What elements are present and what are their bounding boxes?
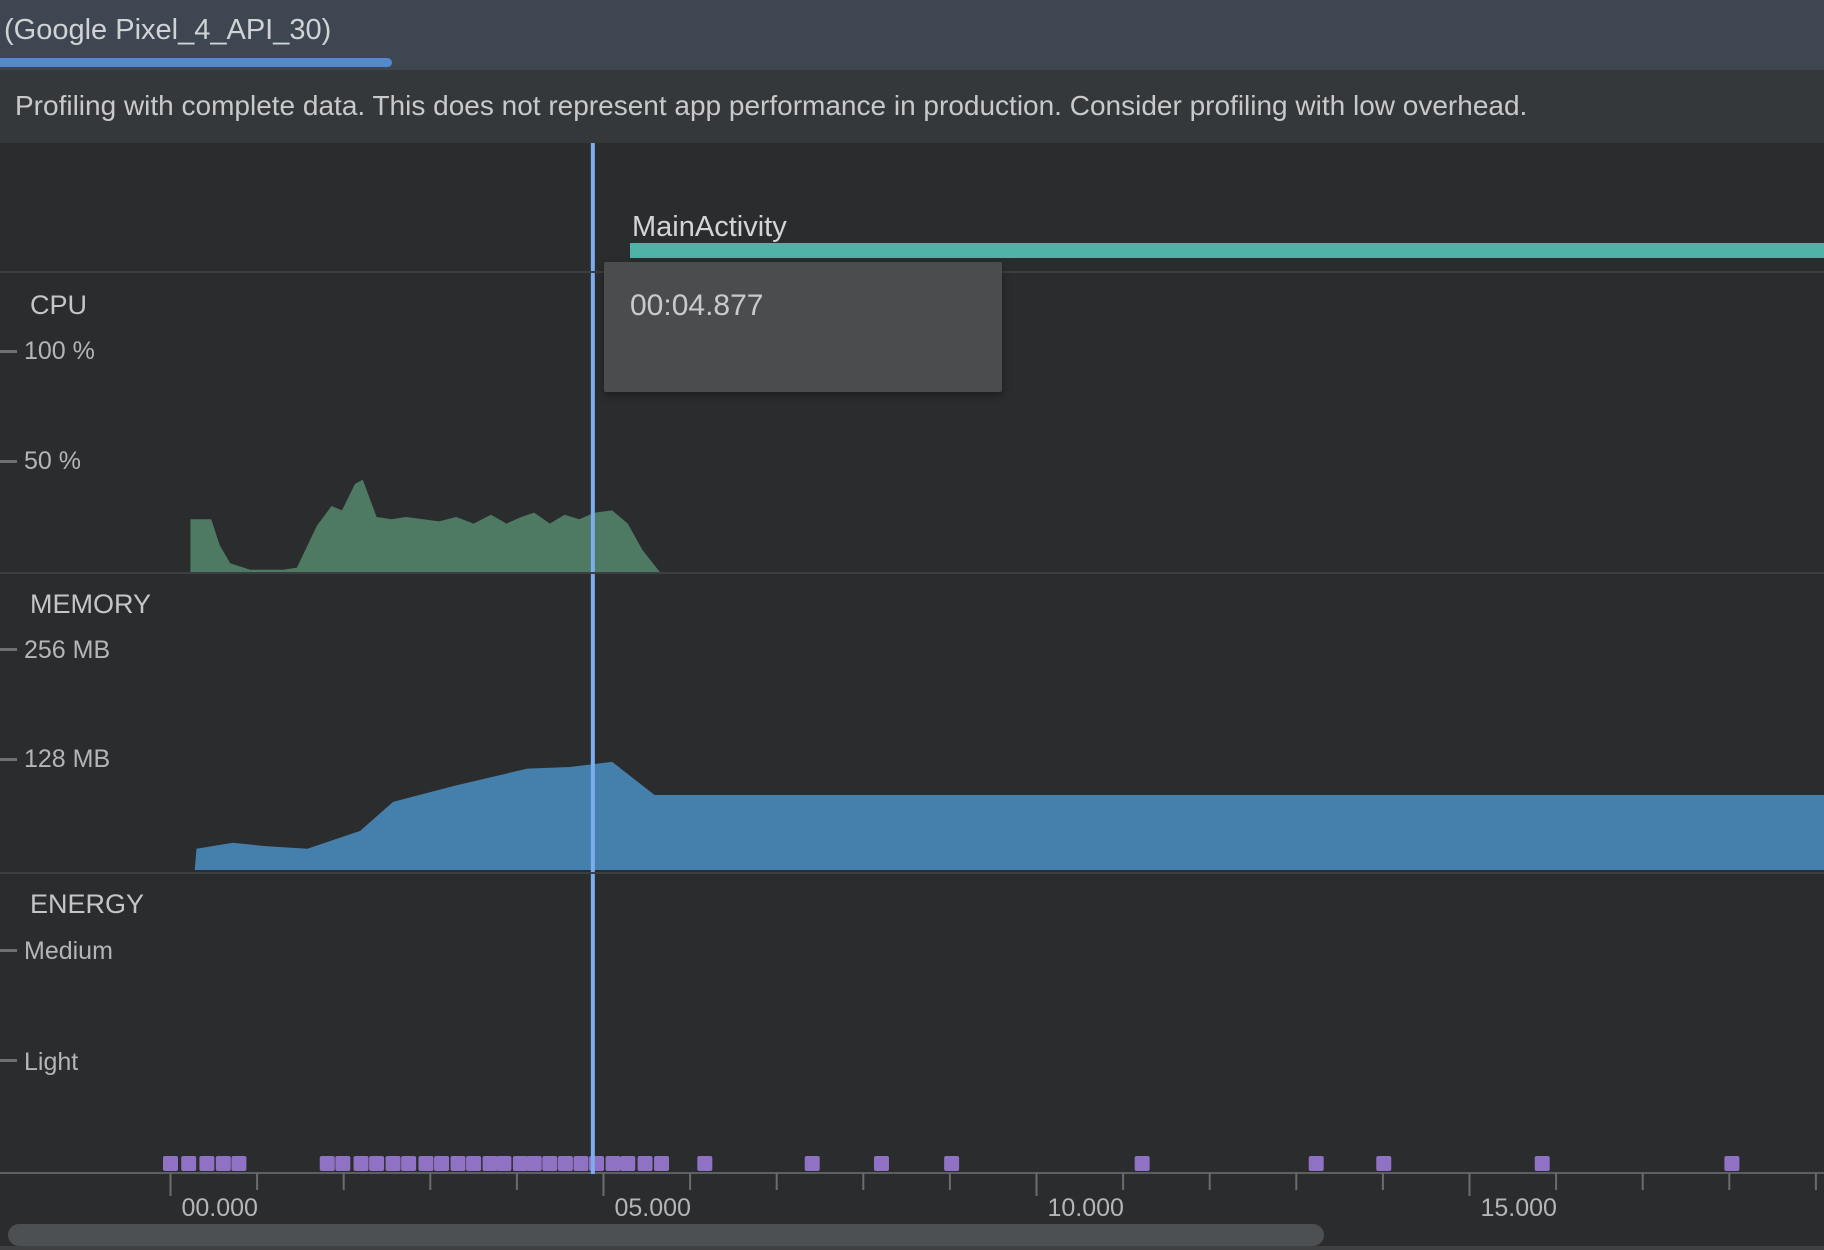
time-axis-label: 00.000 [182, 1194, 258, 1222]
memory-axis-256: 256 MB [24, 636, 111, 664]
tooltip-timestamp: 00:04.877 [630, 289, 764, 322]
axis-tick-dash [0, 758, 17, 761]
activity-name-label: MainActivity [632, 211, 787, 243]
event-marker[interactable] [199, 1156, 215, 1171]
event-marker[interactable] [557, 1156, 573, 1171]
event-marker[interactable] [1534, 1156, 1550, 1171]
event-marker[interactable] [605, 1156, 621, 1171]
tab-bar: (Google Pixel_4_API_30) [0, 0, 1824, 70]
event-marker[interactable] [637, 1156, 653, 1171]
profiling-warning-banner: Profiling with complete data. This does … [0, 70, 1824, 143]
memory-axis-128: 128 MB [24, 745, 111, 773]
time-axis-label: 10.000 [1048, 1194, 1124, 1222]
event-marker[interactable] [496, 1156, 512, 1171]
event-marker[interactable] [319, 1156, 335, 1171]
energy-axis-light: Light [24, 1048, 79, 1076]
event-marker[interactable] [215, 1156, 231, 1171]
event-marker[interactable] [1308, 1156, 1324, 1171]
axis-tick-dash [0, 949, 17, 952]
event-marker[interactable] [335, 1156, 351, 1171]
playhead-line[interactable] [590, 143, 595, 1174]
tab-label: (Google Pixel_4_API_30) [4, 14, 332, 46]
event-marker[interactable] [181, 1156, 197, 1171]
event-marker[interactable] [385, 1156, 401, 1171]
event-marker[interactable] [944, 1156, 960, 1171]
profiler-timeline[interactable]: 00.000 05.000 10.000 15.000 CPU 100 % 50 % … [0, 143, 1824, 1250]
cpu-section-title: CPU [30, 290, 88, 320]
event-marker[interactable] [697, 1156, 713, 1171]
timeline-canvas[interactable]: 00.000 05.000 10.000 15.000 [0, 143, 1824, 1250]
event-marker[interactable] [466, 1156, 482, 1171]
cpu-axis-50: 50 % [24, 447, 81, 475]
horizontal-scrollbar-thumb[interactable] [8, 1224, 1324, 1246]
event-marker[interactable] [512, 1156, 528, 1171]
event-marker[interactable] [526, 1156, 542, 1171]
event-marker[interactable] [434, 1156, 450, 1171]
event-marker[interactable] [1134, 1156, 1150, 1171]
event-marker[interactable] [873, 1156, 889, 1171]
time-axis-line [0, 1172, 1824, 1174]
tab-active-underline [0, 58, 392, 67]
activity-lifecycle-bar[interactable] [630, 243, 1824, 258]
section-divider [0, 872, 1824, 874]
event-marker[interactable] [542, 1156, 558, 1171]
event-marker[interactable] [654, 1156, 670, 1171]
event-marker[interactable] [418, 1156, 434, 1171]
event-marker[interactable] [163, 1156, 178, 1171]
timeline-tooltip: 00:04.877 [604, 262, 1002, 392]
time-axis-label: 15.000 [1481, 1194, 1557, 1222]
memory-section-title: MEMORY [30, 589, 152, 619]
event-marker[interactable] [401, 1156, 417, 1171]
event-marker[interactable] [1724, 1156, 1740, 1171]
event-marker[interactable] [450, 1156, 466, 1171]
section-divider [0, 572, 1824, 574]
event-marker[interactable] [1376, 1156, 1392, 1171]
event-marker[interactable] [620, 1156, 636, 1171]
cpu-axis-100: 100 % [24, 337, 95, 365]
event-marker[interactable] [353, 1156, 369, 1171]
axis-tick-dash [0, 350, 17, 353]
memory-area-chart [194, 761, 1824, 870]
event-marker[interactable] [369, 1156, 385, 1171]
energy-section-title: ENERGY [30, 889, 145, 919]
event-marker[interactable] [573, 1156, 589, 1171]
energy-axis-medium: Medium [24, 937, 113, 965]
axis-tick-dash [0, 1059, 17, 1062]
warning-text: Profiling with complete data. This does … [15, 90, 1528, 121]
event-marker[interactable] [804, 1156, 820, 1171]
time-axis-label: 05.000 [615, 1194, 691, 1222]
cpu-area-chart [190, 479, 660, 572]
event-marker[interactable] [482, 1156, 498, 1171]
axis-tick-dash [0, 648, 17, 651]
event-marker[interactable] [231, 1156, 247, 1171]
bottom-edge-strip [0, 1246, 1824, 1250]
axis-tick-dash [0, 460, 17, 463]
